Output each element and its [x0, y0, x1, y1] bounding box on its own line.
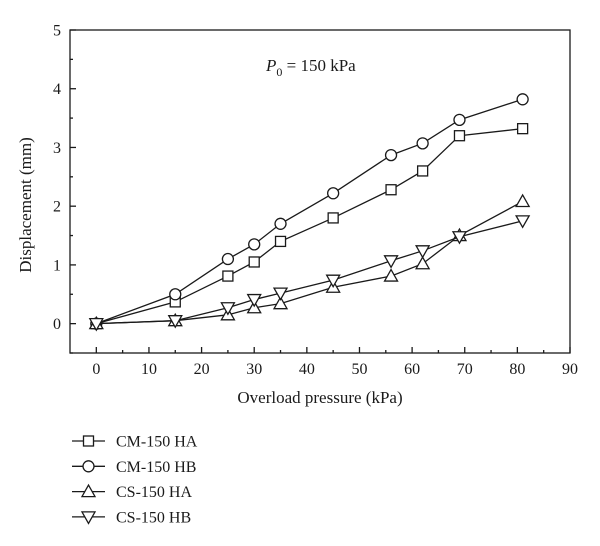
data-point	[327, 212, 339, 224]
legend-label: CS-150 HA	[116, 484, 192, 501]
data-point	[272, 295, 289, 310]
y-tick-label: 5	[53, 23, 61, 40]
data-point	[248, 238, 261, 251]
data-point	[453, 113, 466, 127]
data-point	[248, 256, 260, 268]
data-point	[453, 130, 466, 142]
data-point	[384, 148, 398, 162]
data-point	[325, 274, 341, 288]
series-triangle-down	[88, 215, 531, 332]
data-point	[416, 165, 429, 177]
data-point	[274, 235, 287, 248]
y-tick-label: 0	[53, 316, 61, 333]
y-tick-label: 3	[53, 140, 61, 157]
data-point	[169, 288, 182, 301]
y-tick-label: 2	[53, 199, 61, 216]
data-point	[515, 215, 531, 229]
y-tick-label: 1	[53, 257, 61, 274]
annotation-symbol: P	[265, 56, 276, 75]
data-point	[222, 270, 234, 282]
x-tick-label: 70	[457, 361, 473, 378]
legend-item: CM-150 HB	[72, 459, 196, 476]
data-point	[246, 293, 262, 308]
annotation-subscript: 0	[276, 65, 282, 79]
x-tick-label: 30	[246, 361, 262, 378]
data-point	[221, 252, 235, 266]
legend-item: CM-150 HA	[72, 434, 198, 451]
x-axis-label: Overload pressure (kPa)	[237, 388, 402, 407]
data-point	[327, 187, 340, 200]
pressure-annotation: P0 = 150 kPa	[265, 56, 356, 79]
series-line	[96, 128, 523, 325]
data-point	[516, 123, 529, 135]
data-point	[385, 184, 397, 196]
legend-marker	[82, 435, 95, 447]
data-point	[272, 287, 289, 301]
x-tick-label: 40	[299, 361, 315, 378]
data-point	[88, 317, 104, 332]
data-point	[274, 217, 287, 230]
data-point	[415, 245, 431, 259]
data-point	[383, 268, 399, 282]
data-point	[167, 315, 183, 329]
y-axis-label: Displacement (mm)	[16, 137, 35, 273]
series-triangle-up	[88, 193, 531, 330]
y-tick-label: 4	[53, 81, 61, 98]
series-line	[96, 220, 523, 325]
legend-item: CS-150 HB	[72, 509, 191, 526]
data-point	[516, 93, 529, 106]
axes: 0 10 20 30 40 50 60 70 80 90 0 1 2 3 4 5	[53, 23, 578, 379]
legend-item: CS-150 HA	[72, 483, 192, 501]
x-tick-label: 20	[194, 361, 210, 378]
data-point	[451, 231, 468, 245]
legend-marker	[82, 460, 95, 473]
data-point	[220, 302, 236, 316]
x-tick-label: 0	[92, 361, 100, 378]
plot-series	[88, 93, 531, 332]
legend-label: CM-150 HB	[116, 459, 196, 476]
series-line	[96, 98, 523, 325]
series-circle	[90, 93, 529, 330]
legend-marker	[80, 483, 97, 498]
x-tick-label: 50	[351, 361, 367, 378]
legend-marker	[80, 511, 97, 525]
data-point	[383, 255, 399, 269]
data-point	[415, 255, 431, 270]
data-point	[416, 137, 429, 150]
series-line	[96, 200, 523, 325]
legend-label: CS-150 HB	[116, 509, 191, 526]
data-point	[515, 193, 531, 208]
plot-frame	[69, 29, 571, 354]
x-tick-label: 80	[509, 361, 525, 378]
legend: CM-150 HA CM-150 HB CS-150 HA CS-150 HB	[72, 434, 198, 526]
x-tick-label: 90	[562, 361, 578, 378]
legend-label: CM-150 HA	[116, 434, 198, 451]
x-tick-label: 60	[404, 361, 420, 378]
x-tick-label: 10	[141, 361, 157, 378]
series-square	[90, 123, 529, 330]
annotation-text: = 150 kPa	[282, 56, 356, 75]
